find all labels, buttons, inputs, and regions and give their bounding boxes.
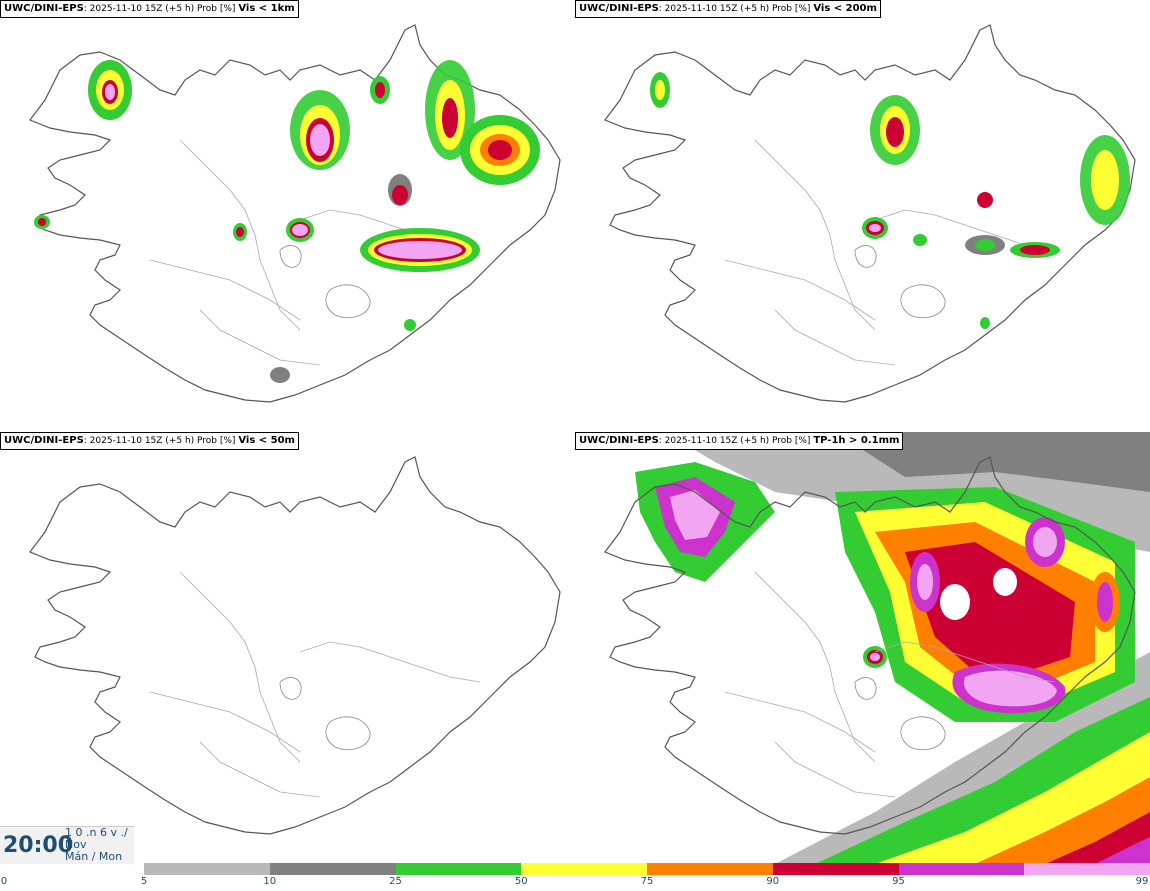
map-panel-vis-200m: UWC/DINI-EPS: 2025-11-10 15Z (+5 h) Prob… — [575, 0, 1150, 432]
colorbar-tick-label: 95 — [892, 876, 905, 887]
map-vis-50m — [29, 456, 561, 835]
panel-title: UWC/DINI-EPS: 2025-11-10 15Z (+5 h) Prob… — [575, 432, 904, 450]
map-panel-tp-1h: UWC/DINI-EPS: 2025-11-10 15Z (+5 h) Prob… — [575, 432, 1150, 864]
panel-title: UWC/DINI-EPS: 2025-11-10 15Z (+5 h) Prob… — [575, 0, 881, 18]
map-panel-vis-1km: UWC/DINI-EPS: 2025-11-10 15Z (+5 h) Prob… — [0, 0, 575, 432]
probability-field — [575, 432, 1150, 864]
map-vis-200m — [604, 24, 1136, 403]
colorbar-ticks: 0 5 10 25 50 75 90 95 99 — [0, 876, 1150, 890]
colorbar-segment — [647, 863, 773, 875]
panel-title: UWC/DINI-EPS: 2025-11-10 15Z (+5 h) Prob… — [0, 0, 299, 18]
colorbar-segment — [269, 863, 396, 875]
colorbar-segment — [395, 863, 522, 875]
colorbar-segment — [521, 863, 647, 875]
colorbar-segment — [1024, 863, 1150, 875]
map-vis-1km — [29, 24, 561, 403]
colorbar-segment — [772, 863, 899, 875]
panel-title: UWC/DINI-EPS: 2025-11-10 15Z (+5 h) Prob… — [0, 432, 299, 450]
valid-date-line1: 1 0 .n 6 v ./ — [65, 826, 128, 839]
colorbar-tick-label: 10 — [263, 876, 277, 887]
colorbar-tick-label: 25 — [389, 876, 402, 887]
colorbar-tick-label: 75 — [640, 876, 654, 887]
probability-colorbar — [144, 863, 1150, 875]
colorbar-tick-label: 50 — [514, 876, 528, 887]
colorbar-tick-label: 5 — [140, 876, 148, 887]
valid-date-line3: Mán / Mon — [65, 850, 123, 863]
map-tp-1h — [575, 432, 1150, 864]
colorbar-tick-label: 0 — [0, 876, 8, 887]
valid-time-clock: 20:00 — [3, 833, 74, 858]
probability-field — [650, 72, 1130, 329]
valid-date-line2: Nov — [65, 838, 87, 851]
colorbar-segment — [898, 863, 1025, 875]
colorbar-tick-label: 99 — [1135, 876, 1149, 887]
probability-field — [34, 60, 540, 383]
colorbar-tick-label: 90 — [766, 876, 780, 887]
map-panel-vis-50m: UWC/DINI-EPS: 2025-11-10 15Z (+5 h) Prob… — [0, 432, 575, 864]
colorbar-segment — [144, 863, 270, 875]
valid-time-box: 20:00 1 0 .n 6 v ./ Nov Mán / Mon — [0, 826, 134, 864]
